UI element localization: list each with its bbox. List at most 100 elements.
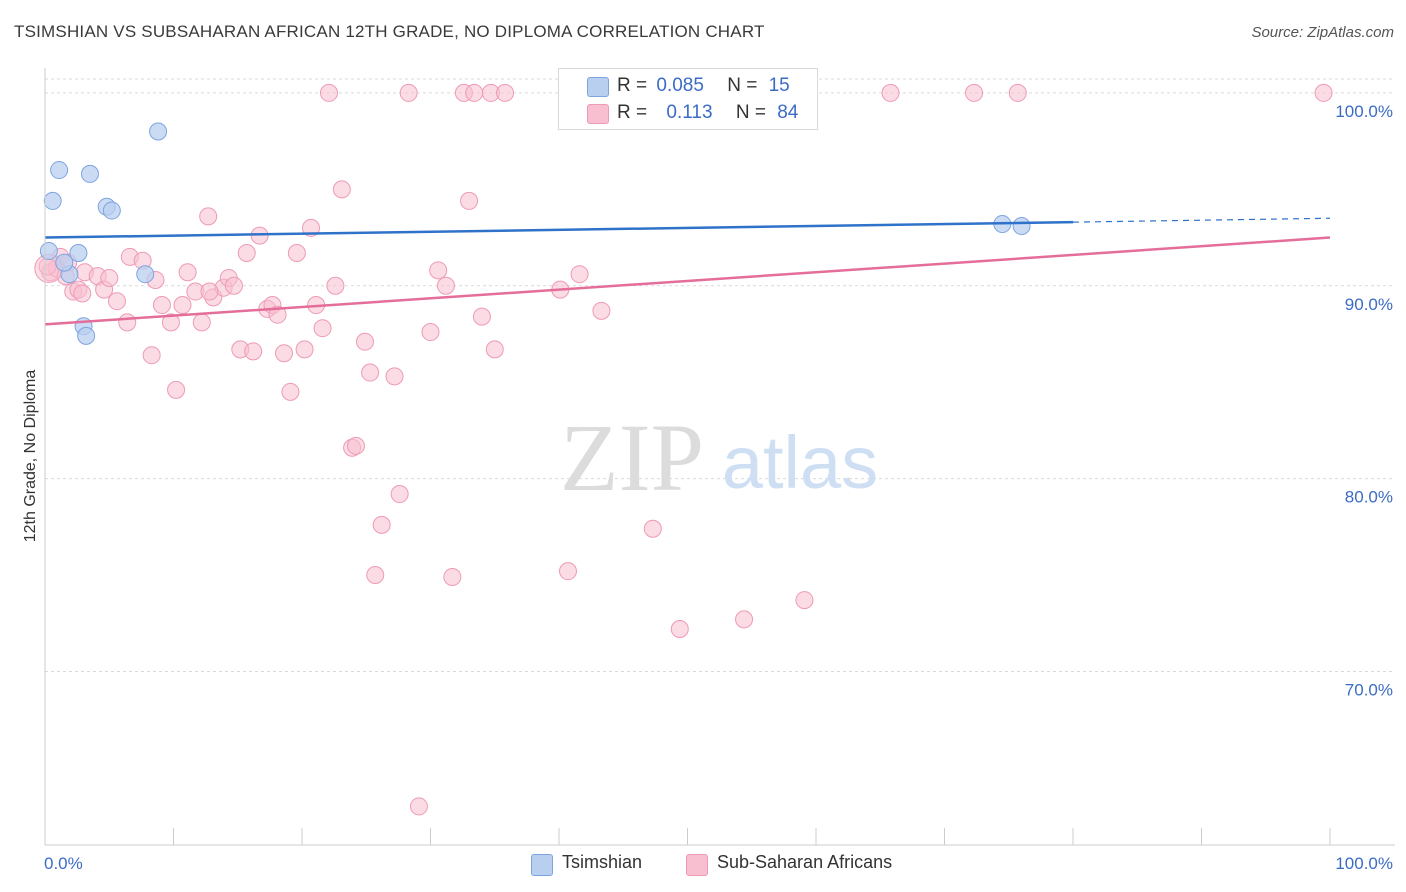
data-point-sub-saharan (268, 305, 287, 324)
data-point-tsimshian (136, 265, 155, 284)
data-point-sub-saharan (275, 344, 294, 363)
data-point-sub-saharan (346, 436, 365, 455)
data-point-sub-saharan (167, 380, 186, 399)
trend-line-tsimshian-extension (1072, 217, 1331, 223)
data-point-tsimshian (39, 242, 58, 261)
data-point-sub-saharan (326, 276, 345, 295)
data-point-sub-saharan (496, 83, 515, 102)
data-point-sub-saharan (385, 367, 404, 386)
data-point-sub-saharan (1314, 83, 1333, 102)
data-point-sub-saharan (460, 191, 479, 210)
legend-n-label: N = (735, 102, 766, 123)
chart-title: TSIMSHIAN VS SUBSAHARAN AFRICAN 12TH GRA… (14, 22, 765, 41)
data-point-tsimshian (55, 253, 74, 272)
data-point-sub-saharan (142, 346, 161, 365)
data-point-sub-saharan (558, 562, 577, 581)
legend-n-label: N = (727, 75, 758, 96)
legend-swatch-pink (587, 104, 609, 124)
data-point-sub-saharan (319, 83, 338, 102)
data-point-sub-saharan (735, 610, 754, 629)
data-point-sub-saharan (200, 282, 219, 301)
data-point-sub-saharan (409, 797, 428, 816)
data-point-tsimshian (43, 191, 62, 210)
data-point-sub-saharan (372, 515, 391, 534)
y-tick-label: 80.0% (1345, 488, 1393, 507)
data-point-sub-saharan (199, 207, 218, 226)
data-point-sub-saharan (244, 342, 263, 361)
data-point-sub-saharan (366, 566, 385, 585)
data-point-sub-saharan (881, 83, 900, 102)
data-point-sub-saharan (224, 276, 243, 295)
axes (44, 68, 1395, 846)
data-point-sub-saharan (465, 83, 484, 102)
legend-row-tsimshian: R = 0.085 N = 15 (617, 75, 790, 97)
data-point-sub-saharan (161, 313, 180, 332)
y-tick-label: 100.0% (1335, 102, 1393, 121)
watermark-atlas: atlas (722, 421, 878, 504)
data-point-sub-saharan (355, 332, 374, 351)
data-point-sub-saharan (313, 319, 332, 338)
data-point-sub-saharan (421, 323, 440, 342)
legend: R = 0.085 N = 15 R = 0.113 N = 84 (558, 68, 818, 130)
data-point-sub-saharan (390, 485, 409, 504)
trend-line-tsimshian (44, 220, 1074, 239)
data-point-sub-saharan (1008, 83, 1027, 102)
data-point-sub-saharan (399, 83, 418, 102)
data-point-sub-saharan (107, 292, 126, 311)
legend-n-value: 15 (768, 75, 790, 96)
data-point-sub-saharan (73, 284, 92, 303)
data-point-sub-saharan (192, 313, 211, 332)
data-point-tsimshian (1012, 216, 1031, 235)
grid (45, 78, 1395, 672)
data-point-tsimshian (149, 122, 168, 141)
legend-r-label: R = (617, 75, 648, 96)
data-point-sub-saharan (592, 301, 611, 320)
data-point-sub-saharan (965, 83, 984, 102)
tick-labels: 70.0% 80.0% 90.0% 100.0% 0.0% 100.0% (44, 102, 1393, 873)
data-point-sub-saharan (670, 620, 689, 639)
bottom-legend-tsimshian: Tsimshian (562, 852, 643, 872)
data-point-sub-saharan (429, 261, 448, 280)
bottom-legend-swatch-tsimshian (531, 854, 553, 876)
data-point-sub-saharan (281, 382, 300, 401)
bottom-legend-swatch-sub-saharan (686, 854, 708, 876)
series-sub-saharan-africans (34, 83, 1333, 816)
data-point-sub-saharan (443, 567, 462, 586)
data-point-sub-saharan (301, 218, 320, 237)
legend-swatch-blue (587, 77, 609, 97)
data-point-sub-saharan (361, 363, 380, 382)
data-point-sub-saharan (118, 313, 137, 332)
data-point-sub-saharan (485, 340, 504, 359)
data-point-sub-saharan (295, 340, 314, 359)
x-tick-label: 100.0% (1335, 854, 1393, 873)
legend-r-value: 0.085 (656, 75, 704, 96)
data-point-sub-saharan (332, 180, 351, 199)
legend-r-value: 0.113 (666, 102, 713, 123)
legend-n-value: 84 (777, 102, 799, 123)
data-point-sub-saharan (643, 519, 662, 538)
data-point-sub-saharan (237, 243, 256, 262)
legend-r-label: R = (617, 102, 648, 123)
data-point-tsimshian (102, 201, 121, 220)
trend-lines (44, 217, 1331, 326)
watermark: ZIP atlas (560, 404, 878, 511)
legend-row-sub-saharan: R = 0.113 N = 84 (617, 102, 798, 124)
data-point-sub-saharan (472, 307, 491, 326)
y-tick-label: 70.0% (1345, 680, 1393, 699)
trend-line-sub-saharan (44, 236, 1331, 326)
data-point-sub-saharan (100, 269, 119, 288)
x-tick-label: 0.0% (44, 854, 83, 873)
data-point-tsimshian (50, 161, 69, 180)
watermark-zip: ZIP (560, 404, 704, 511)
source-label: Source: ZipAtlas.com (1251, 24, 1394, 41)
data-point-sub-saharan (570, 265, 589, 284)
bottom-legend-sub-saharan: Sub-Saharan Africans (717, 852, 893, 872)
data-point-sub-saharan (152, 296, 171, 315)
data-point-tsimshian (77, 326, 96, 345)
y-tick-label: 90.0% (1345, 295, 1393, 314)
data-point-tsimshian (69, 243, 88, 262)
data-point-sub-saharan (436, 276, 455, 295)
data-point-sub-saharan (173, 296, 192, 315)
series-tsimshian (39, 122, 1031, 345)
